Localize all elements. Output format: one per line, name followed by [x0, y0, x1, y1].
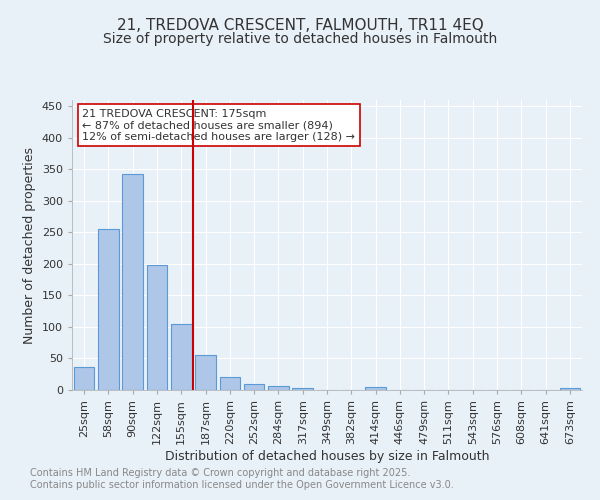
Bar: [122, 174, 143, 390]
Bar: [292, 388, 313, 390]
Text: 21 TREDOVA CRESCENT: 175sqm
← 87% of detached houses are smaller (894)
12% of se: 21 TREDOVA CRESCENT: 175sqm ← 87% of det…: [82, 108, 355, 142]
Bar: [365, 388, 386, 390]
Bar: [146, 264, 167, 390]
Bar: [268, 386, 289, 390]
Y-axis label: Number of detached properties: Number of detached properties: [23, 146, 36, 344]
Text: Size of property relative to detached houses in Falmouth: Size of property relative to detached ho…: [103, 32, 497, 46]
Bar: [560, 388, 580, 390]
Text: Contains HM Land Registry data © Crown copyright and database right 2025.
Contai: Contains HM Land Registry data © Crown c…: [30, 468, 454, 490]
Bar: [195, 356, 216, 390]
Text: 21, TREDOVA CRESCENT, FALMOUTH, TR11 4EQ: 21, TREDOVA CRESCENT, FALMOUTH, TR11 4EQ: [116, 18, 484, 32]
X-axis label: Distribution of detached houses by size in Falmouth: Distribution of detached houses by size …: [165, 450, 489, 462]
Bar: [171, 324, 191, 390]
Bar: [220, 377, 240, 390]
Bar: [74, 366, 94, 390]
Bar: [98, 228, 119, 390]
Bar: [244, 384, 265, 390]
